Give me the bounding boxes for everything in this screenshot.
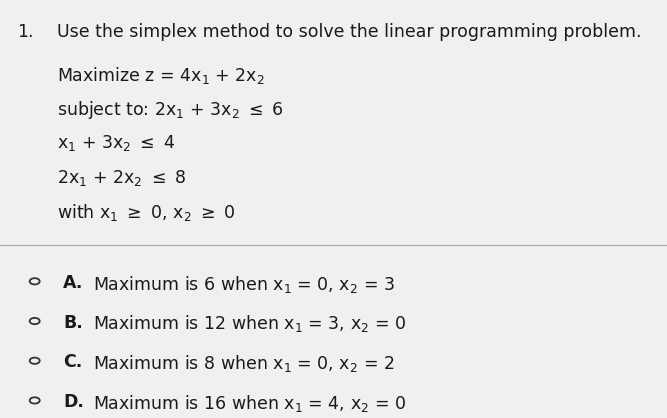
- Text: Maximum is 12 when x$_1$ = 3, x$_2$ = 0: Maximum is 12 when x$_1$ = 3, x$_2$ = 0: [93, 314, 407, 334]
- Text: 1.: 1.: [17, 23, 33, 41]
- Text: Maximum is 8 when x$_1$ = 0, x$_2$ = 2: Maximum is 8 when x$_1$ = 0, x$_2$ = 2: [93, 353, 395, 374]
- Text: Maximize z = 4x$_1$ + 2x$_2$: Maximize z = 4x$_1$ + 2x$_2$: [57, 65, 265, 86]
- Text: with x$_1$ $\geq$ 0, x$_2$ $\geq$ 0: with x$_1$ $\geq$ 0, x$_2$ $\geq$ 0: [57, 202, 235, 223]
- Text: subject to: 2x$_1$ + 3x$_2$ $\leq$ 6: subject to: 2x$_1$ + 3x$_2$ $\leq$ 6: [57, 99, 283, 121]
- Text: B.: B.: [63, 314, 83, 331]
- Text: C.: C.: [63, 353, 83, 371]
- Text: 2x$_1$ + 2x$_2$ $\leq$ 8: 2x$_1$ + 2x$_2$ $\leq$ 8: [57, 168, 186, 188]
- Text: Use the simplex method to solve the linear programming problem.: Use the simplex method to solve the line…: [57, 23, 641, 41]
- Text: Maximum is 6 when x$_1$ = 0, x$_2$ = 3: Maximum is 6 when x$_1$ = 0, x$_2$ = 3: [93, 274, 396, 295]
- Text: A.: A.: [63, 274, 84, 292]
- Text: x$_1$ + 3x$_2$ $\leq$ 4: x$_1$ + 3x$_2$ $\leq$ 4: [57, 133, 175, 153]
- Text: Maximum is 16 when x$_1$ = 4, x$_2$ = 0: Maximum is 16 when x$_1$ = 4, x$_2$ = 0: [93, 393, 407, 414]
- Text: D.: D.: [63, 393, 84, 411]
